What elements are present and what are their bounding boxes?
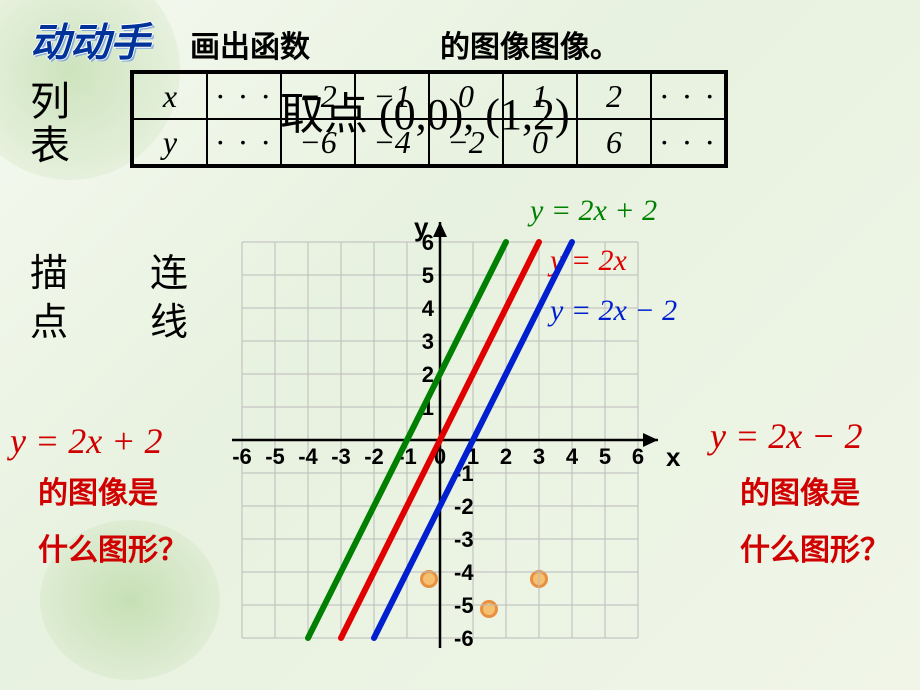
equation-left: y = 2x + 2 [10, 420, 163, 462]
svg-text:3: 3 [422, 329, 434, 354]
linear-chart: -6-5-4-3-2-10123456-6-5-4-3-2-1123456xyy… [230, 190, 700, 690]
svg-text:-3: -3 [331, 444, 351, 469]
line-equation-label: y = 2x + 2 [527, 194, 657, 227]
svg-text:-4: -4 [454, 560, 474, 585]
svg-text:-6: -6 [454, 626, 474, 651]
x-header: x [133, 73, 207, 119]
svg-text:-5: -5 [454, 593, 474, 618]
lianxian-label: 连 线 [150, 250, 188, 349]
svg-text:-2: -2 [454, 494, 474, 519]
x-cell: 0 [429, 73, 503, 119]
y-cell: 6 [577, 119, 651, 165]
svg-text:-4: -4 [298, 444, 318, 469]
svg-text:4: 4 [566, 444, 579, 469]
miaodian-1: 描 [30, 250, 68, 299]
svg-text:-6: -6 [232, 444, 252, 469]
y-cell: −6 [281, 119, 355, 165]
svg-text:-2: -2 [364, 444, 384, 469]
svg-text:y: y [414, 212, 429, 242]
side-label-1: 列 [30, 80, 70, 124]
instruction-left: 画出函数 [190, 22, 310, 66]
y-header: y [133, 119, 207, 165]
data-table: x · · · −2 −1 0 1 2 · · · y · · · −6 −4 … [130, 70, 728, 168]
question-right-2: 什么图形？ [740, 522, 890, 579]
x-cell: 1 [503, 73, 577, 119]
table-row: x · · · −2 −1 0 1 2 · · · [133, 73, 725, 119]
x-cell: −2 [281, 73, 355, 119]
svg-text:2: 2 [500, 444, 512, 469]
x-cell: −1 [355, 73, 429, 119]
miaodian-2: 点 [30, 299, 68, 348]
line-equation-label: y = 2x − 2 [547, 294, 677, 327]
svg-text:4: 4 [422, 296, 435, 321]
side-label: 列 表 [30, 80, 70, 168]
question-left-2: 什么图形？ [38, 522, 188, 579]
y-cell: 0 [503, 119, 577, 165]
y-cell: −2 [429, 119, 503, 165]
y-cell: −4 [355, 119, 429, 165]
question-left-1: 的图像是 [38, 465, 188, 522]
svg-text:3: 3 [533, 444, 545, 469]
lianxian-2: 线 [150, 299, 188, 348]
instruction-right: 的图像图像。 [440, 22, 620, 66]
miaodian-label: 描 点 [30, 250, 68, 349]
svg-text:6: 6 [632, 444, 644, 469]
svg-text:-3: -3 [454, 527, 474, 552]
svg-text:x: x [666, 442, 681, 472]
question-right: 的图像是 什么图形？ [740, 465, 890, 579]
equation-right: y = 2x − 2 [710, 415, 863, 457]
x-cell: 2 [577, 73, 651, 119]
svg-text:5: 5 [599, 444, 611, 469]
table-row: y · · · −6 −4 −2 0 6 · · · [133, 119, 725, 165]
title-hand: 动动手 [30, 10, 150, 68]
side-label-2: 表 [30, 124, 70, 168]
question-right-1: 的图像是 [740, 465, 890, 522]
dots-cell: · · · [651, 73, 725, 119]
dots-cell: · · · [207, 119, 281, 165]
svg-text:5: 5 [422, 263, 434, 288]
dots-cell: · · · [651, 119, 725, 165]
dots-cell: · · · [207, 73, 281, 119]
lianxian-1: 连 [150, 250, 188, 299]
svg-text:-5: -5 [265, 444, 285, 469]
question-left: 的图像是 什么图形？ [38, 465, 188, 579]
